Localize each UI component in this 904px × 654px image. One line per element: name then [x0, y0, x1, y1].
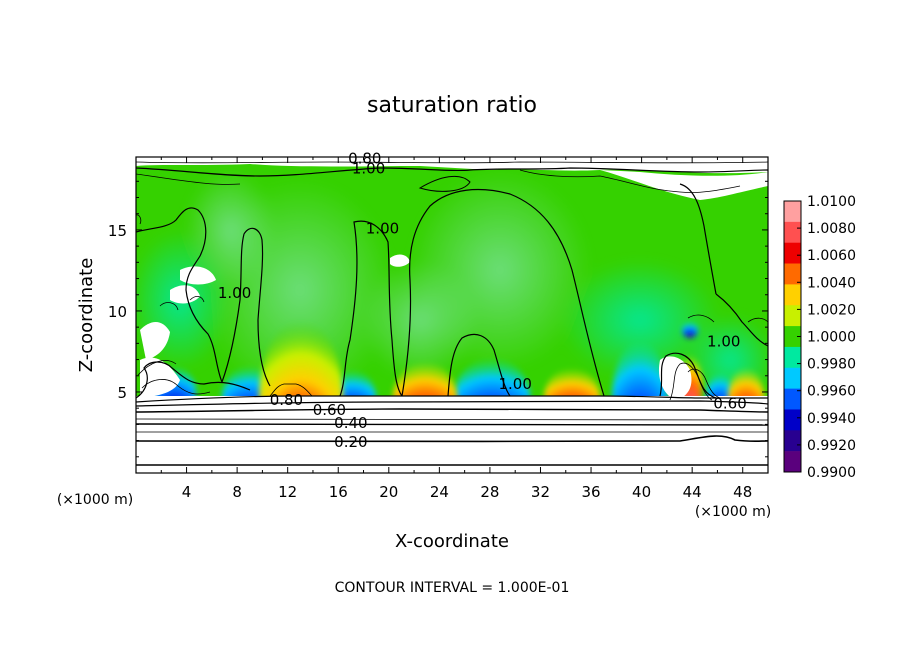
- y-axis-label: Z-coordinate: [76, 258, 97, 373]
- x-tick-label: 8: [232, 483, 242, 501]
- contour-label: 0.60: [313, 401, 346, 419]
- x-tick-label: 36: [581, 483, 600, 501]
- contour-label: 1.00: [218, 284, 251, 302]
- contour-label: 0.60: [713, 394, 746, 412]
- colorbar-label: 0.9960: [807, 384, 856, 400]
- y-tick-label: 10: [108, 303, 127, 321]
- colorbar-label: 1.0000: [807, 330, 856, 346]
- colorbar-swatch: [784, 221, 801, 243]
- colorbar-label: 1.0040: [807, 275, 856, 291]
- contour-label: 1.00: [352, 159, 385, 177]
- contour-label: 1.00: [707, 333, 740, 351]
- x-tick-label: 48: [733, 483, 752, 501]
- colorbar-label: 0.9980: [807, 357, 856, 373]
- contour-label: 0.40: [334, 414, 367, 432]
- x-tick-label: 40: [632, 483, 651, 501]
- x-axis-label: X-coordinate: [395, 531, 509, 552]
- colorbar-swatch: [784, 242, 801, 264]
- colorbar: 1.0100 1.0080 1.0060 1.0040 1.0020 1.0000 0.99…: [783, 194, 856, 481]
- contour-label: 1.00: [366, 219, 399, 237]
- saturation-field: [136, 157, 768, 473]
- colorbar-label: 1.0060: [807, 248, 856, 264]
- x-unit-left: (×1000 m): [57, 492, 133, 508]
- contour-lines: [136, 161, 768, 466]
- colorbar-swatch: [784, 201, 801, 223]
- x-tick-label: 44: [683, 483, 702, 501]
- colorbar-swatch: [784, 305, 801, 327]
- contour-label: 0.80: [348, 150, 381, 168]
- colorbar-swatch: [784, 409, 801, 431]
- x-tick-label: 28: [480, 483, 499, 501]
- x-tick-label: 4: [182, 483, 192, 501]
- colorbar-label: 0.9900: [807, 465, 856, 481]
- colorbar-label: 1.0080: [807, 221, 856, 237]
- colorbar-swatch: [784, 388, 801, 410]
- x-tick-label: 20: [379, 483, 398, 501]
- colorbar-swatch: [784, 263, 801, 285]
- colorbar-label: 0.9920: [807, 438, 856, 454]
- y-tick-label: 15: [108, 222, 127, 240]
- plot-frame: [135, 156, 769, 474]
- x-tick-label: 16: [329, 483, 348, 501]
- colorbar-swatch: [784, 284, 801, 306]
- contour-label: 0.80: [270, 391, 303, 409]
- contour-labels: 0.801.001.001.001.001.000.800.60 0.600.40…: [218, 150, 747, 452]
- x-unit-right: (×1000 m): [695, 504, 771, 520]
- x-tick-label: 32: [531, 483, 550, 501]
- x-tick-label: 12: [278, 483, 297, 501]
- contour-interval-note: CONTOUR INTERVAL = 1.000E-01: [335, 580, 570, 596]
- colorbar-label: 1.0100: [807, 194, 856, 210]
- contour-label: 0.20: [334, 433, 367, 451]
- chart-title: saturation ratio: [367, 93, 537, 118]
- colorbar-swatch: [784, 451, 801, 473]
- y-tick-label: 5: [117, 384, 127, 402]
- colorbar-label: 1.0020: [807, 302, 856, 318]
- colorbar-swatch: [784, 430, 801, 452]
- colorbar-swatch: [784, 346, 801, 369]
- colorbar-label: 0.9940: [807, 411, 856, 427]
- x-tick-label: 24: [430, 483, 449, 501]
- contour-label: 1.00: [498, 375, 531, 393]
- colorbar-swatch: [784, 326, 801, 348]
- colorbar-swatch: [784, 367, 801, 389]
